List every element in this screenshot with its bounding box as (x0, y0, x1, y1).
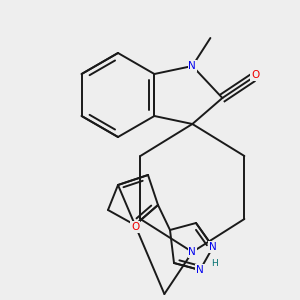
Text: N: N (209, 242, 217, 252)
Text: N: N (188, 61, 196, 71)
Text: N: N (188, 247, 196, 257)
Text: O: O (251, 70, 260, 80)
Text: O: O (131, 222, 139, 232)
Text: H: H (211, 260, 218, 268)
Text: N: N (196, 265, 204, 275)
